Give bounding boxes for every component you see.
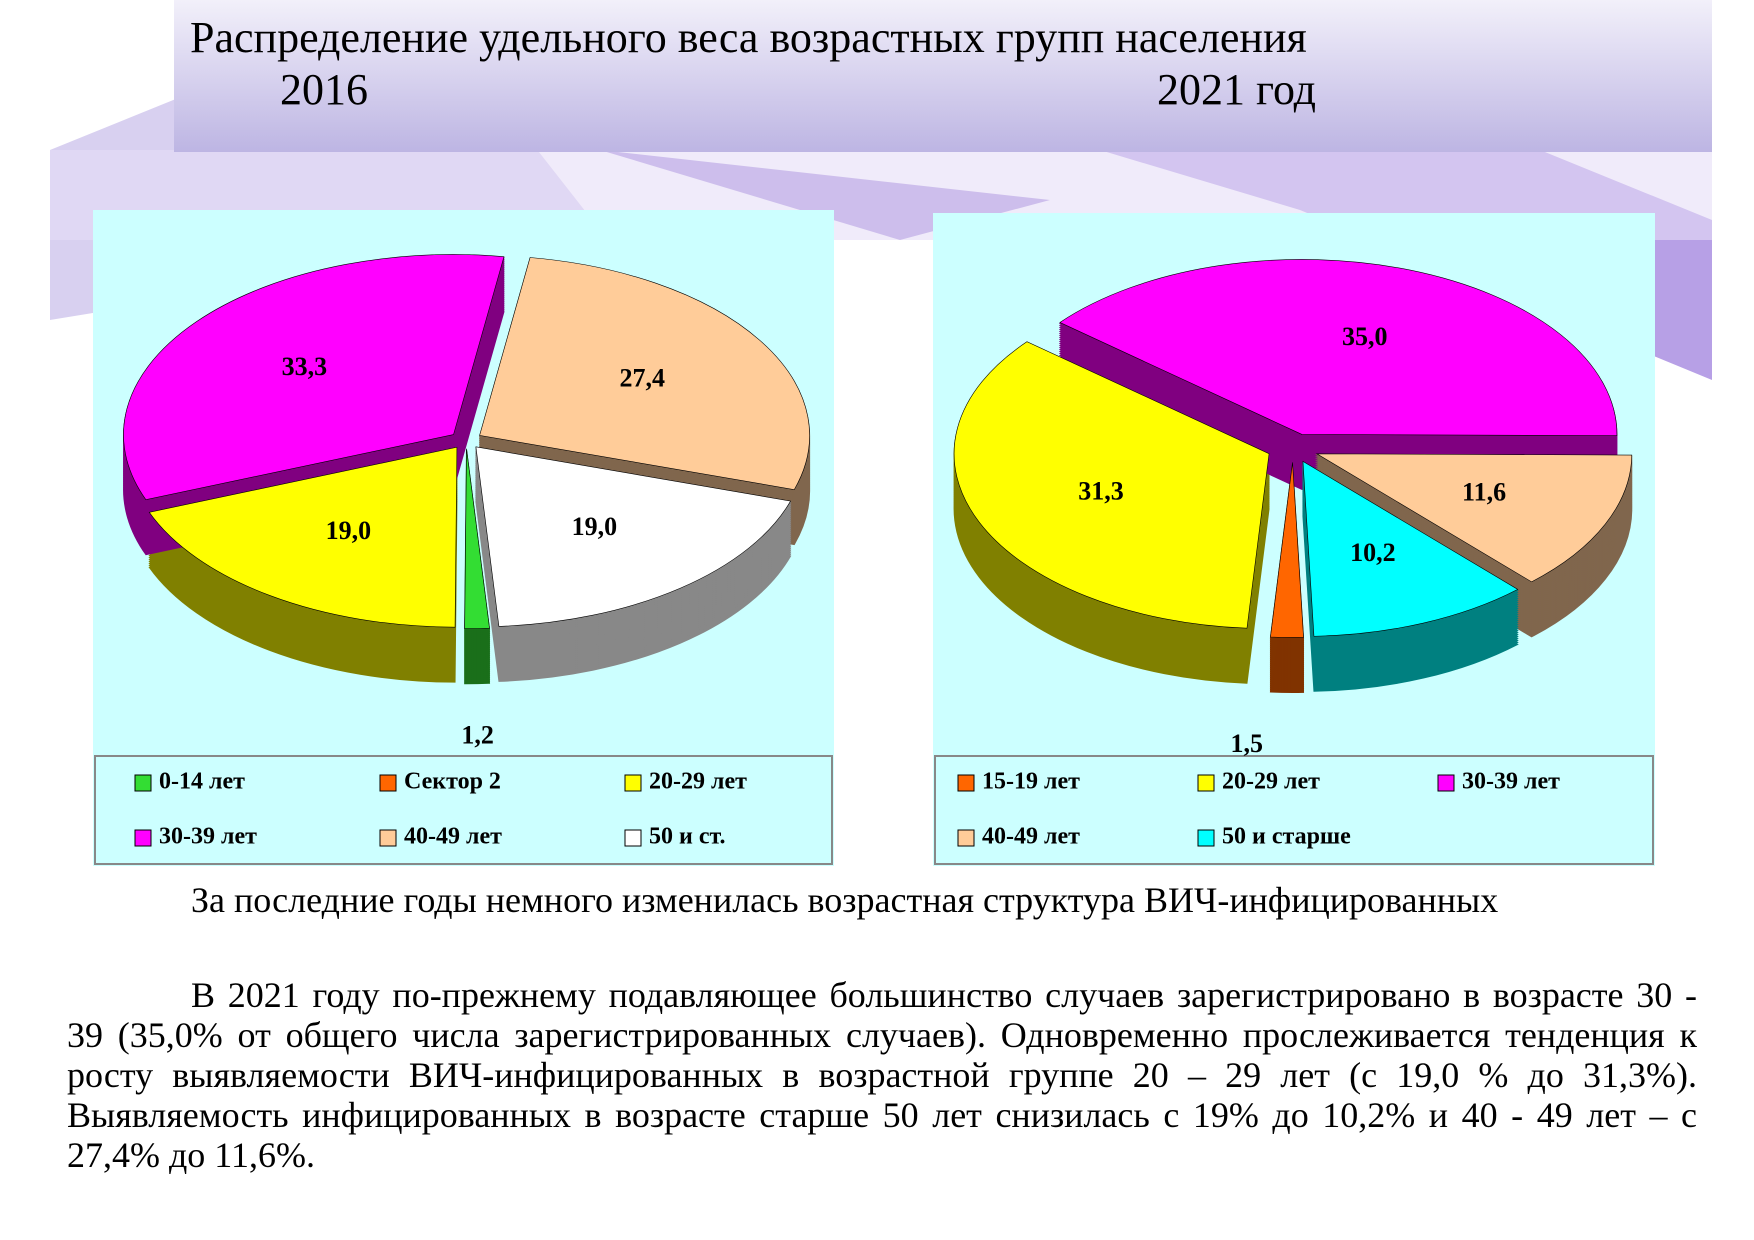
legend-label: 20-29 лет: [649, 769, 747, 795]
legend-label: 30-39 лет: [159, 824, 257, 850]
paragraph: За последние годы немного изменилась воз…: [191, 880, 1499, 920]
pie-slice: [1315, 453, 1633, 583]
legend-label: 20-29 лет: [1222, 769, 1320, 795]
legend-swatch: [624, 774, 642, 792]
legend-box: [934, 755, 1654, 865]
legend-swatch: [379, 774, 397, 792]
pie-slice: [464, 448, 490, 630]
legend-swatch: [624, 829, 642, 847]
title-banner: [174, 0, 1712, 152]
legend-label: 0-14 лет: [159, 769, 245, 795]
title: Распределение удельного веса возрастных …: [190, 13, 1307, 62]
year-label: 2021 год: [1157, 65, 1316, 114]
legend-swatch: [134, 774, 152, 792]
slice-label: 27,4: [619, 363, 665, 392]
slice-label: 10,2: [1350, 538, 1396, 567]
slice-label: 35,0: [1342, 322, 1388, 351]
slice-label: 19,0: [326, 516, 372, 545]
legend-label: 40-49 лет: [982, 824, 1080, 850]
legend-swatch: [1197, 829, 1215, 847]
legend-label: 50 и старше: [1222, 824, 1351, 850]
legend-box: [94, 755, 833, 865]
legend-label: 40-49 лет: [404, 824, 502, 850]
pie-slice: [123, 254, 505, 500]
slice-label: 31,3: [1078, 476, 1124, 505]
slice-label: 1,2: [461, 721, 494, 750]
legend-swatch: [1437, 774, 1455, 792]
legend-label: 30-39 лет: [1462, 769, 1560, 795]
pie-slice: [148, 446, 458, 628]
slice-label: 1,5: [1230, 729, 1263, 758]
pie-slice: [953, 341, 1270, 629]
pie-slice: [475, 446, 792, 627]
paragraph: В 2021 году по-прежнему подавляющее боль…: [67, 975, 1697, 1175]
legend-label: Сектор 2: [404, 769, 501, 795]
pie-slice: [1270, 462, 1304, 638]
slide: Распределение удельного веса возрастных …: [50, 0, 1712, 866]
pie-slice: [479, 257, 810, 490]
legend-swatch: [134, 829, 152, 847]
legend-label: 15-19 лет: [982, 769, 1080, 795]
legend-swatch: [1197, 774, 1215, 792]
slice-label: 19,0: [572, 512, 618, 541]
slice-label: 11,6: [1462, 478, 1506, 507]
legend-swatch: [957, 774, 975, 792]
year-label: 2016: [280, 65, 368, 114]
legend-label: 50 и ст.: [649, 824, 725, 850]
slice-label: 33,3: [282, 352, 328, 381]
pie-slice: [1059, 259, 1618, 436]
pie-slice: [1302, 460, 1519, 637]
legend-swatch: [379, 829, 397, 847]
legend-swatch: [957, 829, 975, 847]
